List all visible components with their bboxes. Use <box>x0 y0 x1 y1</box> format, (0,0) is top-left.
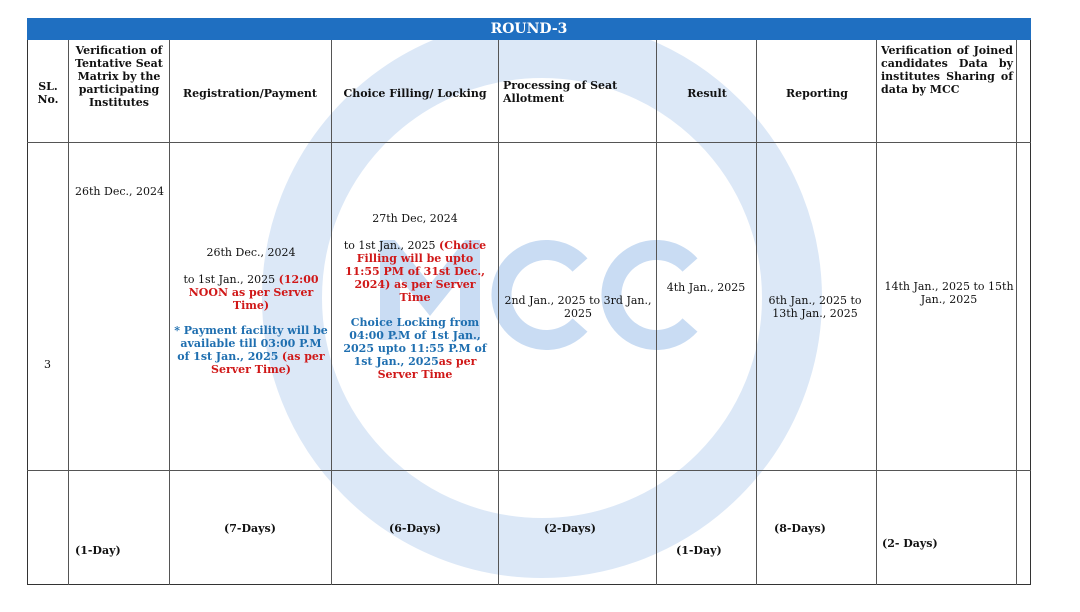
duration-result: (1-Day) <box>676 544 722 557</box>
payment-note-suffix: (as per Server Time) <box>211 350 325 376</box>
divider <box>169 40 170 585</box>
divider <box>656 40 657 585</box>
verification-date: 26th Dec., 2024 <box>75 185 164 198</box>
header-choice-filling: Choice Filling/ Locking <box>343 87 487 100</box>
choice-end: to 1st Jan., 2025 <box>343 239 436 252</box>
header-sl-no: SL. No. <box>37 80 59 106</box>
header-reporting: Reporting <box>786 87 848 100</box>
divider <box>27 142 1031 143</box>
watermark-logo <box>380 240 698 350</box>
duration-registration: (7-Days) <box>224 522 276 535</box>
header-joined-verification: Verification of Joined candidates Data b… <box>881 44 1013 96</box>
divider <box>68 40 69 585</box>
divider <box>331 40 332 585</box>
header-result: Result <box>687 87 727 100</box>
duration-verification: (1-Day) <box>75 544 121 557</box>
joined-verification-dates: 14th Jan., 2025 to 15th Jan., 2025 <box>884 280 1014 306</box>
duration-processing: (2-Days) <box>544 522 596 535</box>
registration-start: 26th Dec., 2024 <box>206 246 296 259</box>
schedule-table <box>27 40 1031 585</box>
choice-end-note: (Choice Filling will be upto 11:55 PM of… <box>345 239 487 304</box>
choice-locking-suffix: as per Server Time <box>377 355 477 381</box>
header-verification: Verification of Tentative Seat Matrix by… <box>75 44 163 109</box>
header-processing: Processing of Seat Allotment <box>503 79 618 105</box>
registration-end-note: (12:00 NOON as per Server Time) <box>188 273 319 312</box>
duration-joined: (2- Days) <box>882 537 938 550</box>
choice-locking: Choice Locking from 04:00 P.M of 1st Jan… <box>343 316 487 368</box>
duration-choice: (6-Days) <box>389 522 441 535</box>
sl-number: 3 <box>44 358 51 371</box>
registration-end: to 1st Jan., 2025 <box>183 273 276 286</box>
reporting-dates: 6th Jan., 2025 to 13th Jan., 2025 <box>768 294 862 320</box>
result-date: 4th Jan., 2025 <box>666 281 746 294</box>
duration-reporting: (8-Days) <box>774 522 826 535</box>
round-title: ROUND-3 <box>27 18 1031 40</box>
divider <box>498 40 499 585</box>
choice-start: 27th Dec, 2024 <box>372 212 458 225</box>
processing-dates: 2nd Jan., 2025 to 3rd Jan., 2025 <box>504 294 652 320</box>
divider <box>756 40 757 585</box>
payment-note: * Payment facility will be available til… <box>174 324 328 363</box>
divider <box>1016 40 1017 585</box>
header-registration: Registration/Payment <box>182 87 318 100</box>
divider <box>876 40 877 585</box>
divider <box>27 470 1031 471</box>
